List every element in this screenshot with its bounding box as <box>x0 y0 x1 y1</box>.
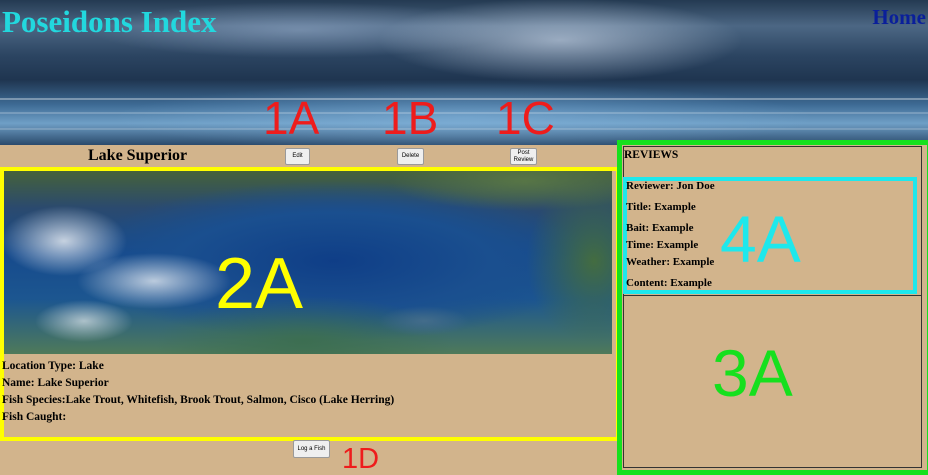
annotation-4a: 4A <box>720 202 801 276</box>
annotation-3a: 3A <box>712 336 793 410</box>
review-title: Title: Example <box>626 201 696 213</box>
home-link[interactable]: Home <box>872 5 926 29</box>
reviews-heading: REVIEWS <box>624 149 679 161</box>
detail-fish-caught: Fish Caught: <box>2 409 394 426</box>
review-bait: Bait: Example <box>626 222 694 234</box>
wave-line <box>0 128 928 130</box>
delete-button[interactable]: Delete <box>397 148 424 165</box>
location-details: Location Type: Lake Name: Lake Superior … <box>2 358 394 426</box>
detail-location-type: Location Type: Lake <box>2 358 394 375</box>
edit-button[interactable]: Edit <box>285 148 310 165</box>
detail-value: Lake Trout, Whitefish, Brook Trout, Salm… <box>65 394 395 406</box>
lake-map-image <box>4 171 612 354</box>
annotation-1c: 1C <box>496 92 555 144</box>
review-reviewer: Reviewer: Jon Doe <box>626 180 715 192</box>
annotation-1a: 1A <box>263 92 320 144</box>
reviews-panel <box>623 146 922 468</box>
site-title: Poseidons Index <box>2 4 217 39</box>
log-fish-button[interactable]: Log a Fish <box>293 440 330 458</box>
annotation-2a: 2A <box>215 244 304 324</box>
wave-line <box>0 112 928 114</box>
detail-value: Lake Superior <box>37 377 109 389</box>
review-weather: Weather: Example <box>626 256 715 268</box>
annotation-1d: 1D <box>342 443 380 475</box>
annotation-1b: 1B <box>382 92 439 144</box>
review-content: Content: Example <box>626 277 712 289</box>
detail-label: Name: <box>2 377 35 389</box>
detail-name: Name: Lake Superior <box>2 375 394 392</box>
review-card-highlight <box>623 177 917 294</box>
detail-label: Fish Species: <box>2 394 66 406</box>
wave-line <box>0 98 928 100</box>
detail-label: Location Type: <box>2 360 77 372</box>
post-review-button[interactable]: Post Review <box>510 148 537 165</box>
detail-label: Fish Caught: <box>2 411 67 423</box>
location-heading: Lake Superior <box>88 147 188 164</box>
detail-fish-species: Fish Species:Lake Trout, Whitefish, Broo… <box>2 392 394 409</box>
detail-value: Lake <box>78 360 104 372</box>
header-banner: Poseidons Index Home 1A 1B 1C <box>0 0 928 145</box>
review-time: Time: Example <box>626 239 699 251</box>
reviews-divider <box>623 295 922 296</box>
